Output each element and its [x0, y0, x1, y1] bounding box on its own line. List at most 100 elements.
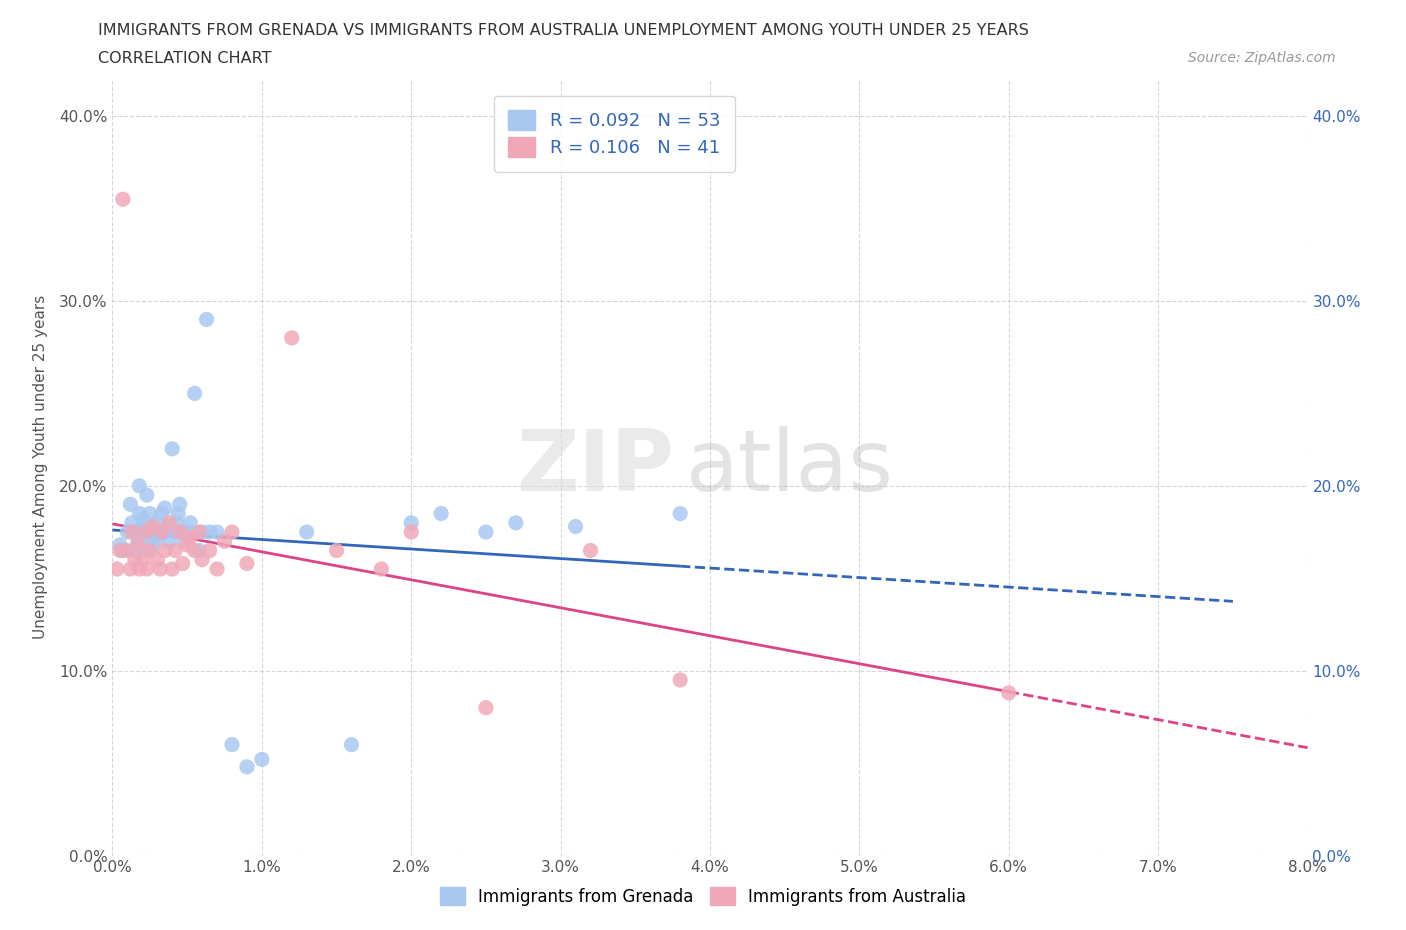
Point: [579, 543, 602, 558]
Point: [188, 525, 211, 539]
Point: [188, 543, 211, 558]
Point: [127, 534, 149, 549]
Point: [176, 525, 198, 539]
Point: [191, 525, 214, 539]
Point: [142, 519, 165, 534]
Point: [172, 556, 194, 571]
Point: [139, 506, 162, 521]
Point: [236, 760, 259, 775]
Point: [111, 543, 134, 558]
Text: atlas: atlas: [686, 426, 894, 509]
Point: [162, 562, 183, 577]
Point: [128, 506, 150, 521]
Point: [295, 525, 318, 539]
Point: [139, 543, 162, 558]
Point: [108, 543, 131, 558]
Point: [170, 525, 193, 539]
Point: [153, 500, 176, 515]
Point: [198, 525, 221, 539]
Point: [117, 543, 139, 558]
Point: [169, 497, 191, 512]
Point: [124, 543, 146, 558]
Point: [120, 562, 142, 577]
Point: [108, 538, 131, 552]
Point: [120, 497, 142, 512]
Point: [183, 543, 205, 558]
Legend: Immigrants from Grenada, Immigrants from Australia: Immigrants from Grenada, Immigrants from…: [433, 881, 973, 912]
Point: [153, 525, 176, 539]
Point: [150, 506, 173, 521]
Point: [236, 556, 259, 571]
Text: IMMIGRANTS FROM GRENADA VS IMMIGRANTS FROM AUSTRALIA UNEMPLOYMENT AMONG YOUTH UN: IMMIGRANTS FROM GRENADA VS IMMIGRANTS FR…: [98, 23, 1029, 38]
Point: [128, 478, 150, 493]
Point: [157, 534, 180, 549]
Point: [157, 515, 180, 530]
Point: [146, 515, 169, 530]
Point: [191, 552, 214, 567]
Point: [205, 562, 228, 577]
Point: [998, 685, 1021, 700]
Point: [166, 515, 188, 530]
Legend: R = 0.092   N = 53, R = 0.106   N = 41: R = 0.092 N = 53, R = 0.106 N = 41: [494, 96, 735, 172]
Point: [169, 525, 191, 539]
Point: [340, 737, 363, 752]
Point: [179, 515, 201, 530]
Point: [127, 538, 149, 552]
Point: [221, 525, 243, 539]
Point: [183, 386, 205, 401]
Point: [250, 752, 273, 767]
Point: [370, 562, 392, 577]
Point: [150, 525, 173, 539]
Point: [149, 525, 172, 539]
Point: [146, 552, 169, 567]
Text: ZIP: ZIP: [516, 426, 675, 509]
Point: [162, 442, 183, 457]
Point: [153, 543, 176, 558]
Point: [165, 525, 187, 539]
Point: [198, 543, 221, 558]
Point: [401, 515, 423, 530]
Point: [214, 534, 236, 549]
Point: [149, 562, 172, 577]
Point: [401, 525, 423, 539]
Point: [165, 543, 187, 558]
Point: [143, 525, 166, 539]
Point: [105, 562, 128, 577]
Text: Source: ZipAtlas.com: Source: ZipAtlas.com: [1188, 51, 1336, 65]
Point: [131, 512, 153, 526]
Point: [325, 543, 347, 558]
Point: [134, 543, 156, 558]
Point: [475, 525, 498, 539]
Point: [121, 525, 143, 539]
Point: [124, 525, 146, 539]
Point: [131, 552, 153, 567]
Point: [195, 312, 218, 326]
Point: [134, 525, 156, 539]
Point: [564, 519, 586, 534]
Y-axis label: Unemployment Among Youth under 25 years: Unemployment Among Youth under 25 years: [32, 295, 48, 640]
Point: [179, 530, 201, 545]
Point: [669, 672, 692, 687]
Point: [475, 700, 498, 715]
Point: [124, 552, 146, 567]
Point: [121, 515, 143, 530]
Point: [505, 515, 527, 530]
Point: [281, 330, 304, 345]
Point: [135, 562, 157, 577]
Point: [221, 737, 243, 752]
Text: CORRELATION CHART: CORRELATION CHART: [98, 51, 271, 66]
Point: [156, 519, 179, 534]
Point: [139, 530, 162, 545]
Point: [176, 538, 198, 552]
Point: [430, 506, 453, 521]
Point: [173, 534, 195, 549]
Point: [205, 525, 228, 539]
Point: [669, 506, 692, 521]
Point: [146, 530, 169, 545]
Point: [134, 519, 156, 534]
Point: [167, 506, 190, 521]
Point: [128, 562, 150, 577]
Point: [142, 538, 165, 552]
Point: [117, 525, 139, 539]
Point: [111, 192, 134, 206]
